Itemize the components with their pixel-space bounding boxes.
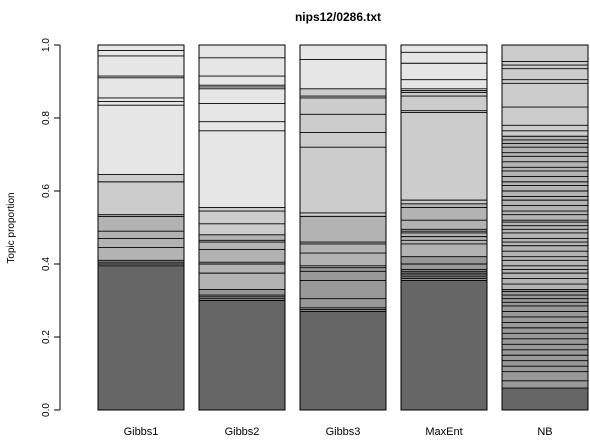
bar-gibbs3	[299, 44, 387, 411]
bar-gibbs1	[97, 44, 185, 411]
bar-segment	[401, 280, 487, 410]
bar-segment	[502, 45, 588, 137]
category-label: MaxEnt	[425, 426, 462, 438]
bar-segment	[98, 260, 184, 266]
bar-segment	[98, 214, 184, 261]
bar-segment	[401, 90, 487, 204]
bar-gibbs2	[198, 44, 286, 411]
bar-segment	[300, 45, 386, 89]
bar-segment	[199, 45, 285, 87]
bar-segment	[401, 256, 487, 281]
bar-segment	[98, 45, 184, 102]
bar-segment	[98, 265, 184, 410]
y-axis-label: Topic proportion	[6, 192, 17, 263]
y-tick-label: 0.0	[41, 403, 52, 417]
bar-segment	[300, 214, 386, 268]
bar-segment	[401, 45, 487, 91]
bars-group	[97, 44, 589, 411]
y-tick-label: 0.6	[41, 184, 52, 198]
bar-segment	[401, 203, 487, 257]
y-tick-label: 0.4	[41, 257, 52, 271]
y-tick-label: 0.8	[41, 111, 52, 125]
y-tick-label: 0.2	[41, 330, 52, 344]
bar-segment	[199, 207, 285, 235]
bar-segment	[502, 388, 588, 410]
bar-outline	[299, 44, 387, 411]
bar-outline	[97, 44, 185, 411]
chart-title: nips12/0286.txt	[295, 10, 381, 24]
category-labels: Gibbs1 Gibbs2 Gibbs3 MaxEnt NB	[124, 426, 553, 438]
y-tick-label: 1.0	[41, 38, 52, 52]
bar-segment	[502, 136, 588, 290]
bar-segment	[98, 101, 184, 175]
y-axis: 0.0 0.2 0.4 0.6 0.8 1.0	[41, 38, 61, 417]
bar-segment	[300, 311, 386, 410]
category-label: NB	[537, 426, 552, 438]
bar-nb	[501, 44, 589, 411]
bar-segment	[300, 267, 386, 312]
bar-segment	[300, 88, 386, 215]
bar-outline	[198, 44, 286, 411]
bar-maxent	[400, 44, 488, 411]
bar-outline	[400, 44, 488, 411]
bar-segment	[199, 86, 285, 208]
category-label: Gibbs1	[124, 426, 159, 438]
category-label: Gibbs3	[326, 426, 361, 438]
bar-segment	[98, 174, 184, 215]
category-label: Gibbs2	[225, 426, 260, 438]
bar-outline	[501, 44, 589, 411]
bar-segment	[199, 300, 285, 410]
